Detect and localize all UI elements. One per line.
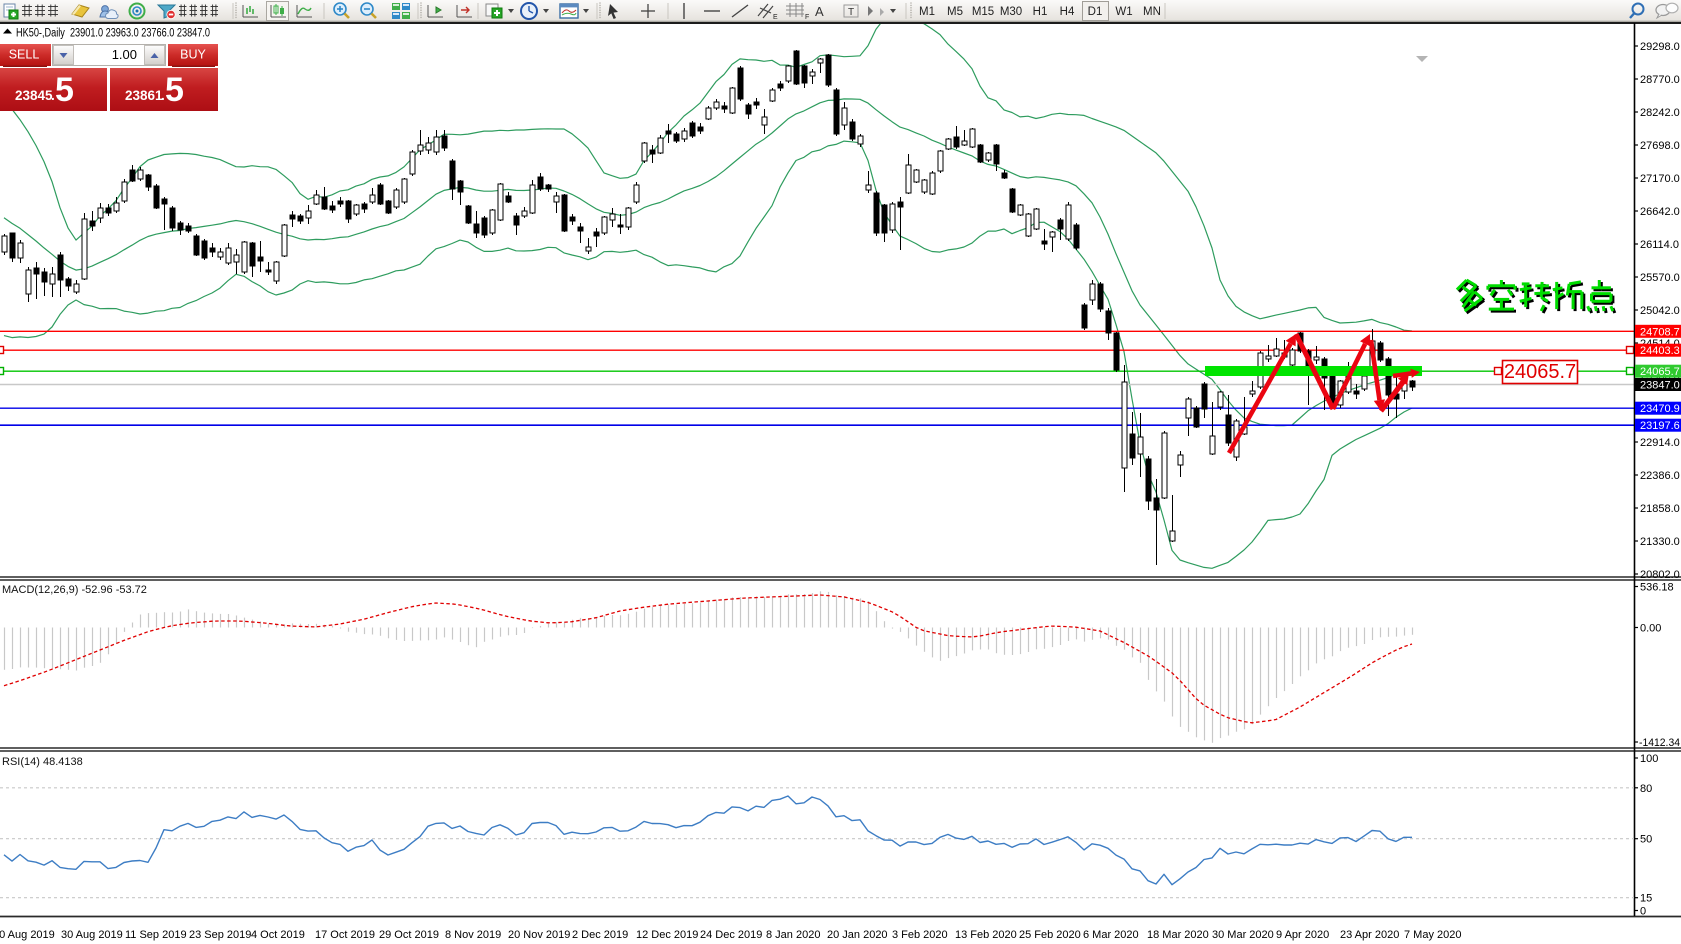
svg-text:80: 80 bbox=[1640, 783, 1652, 795]
svg-text:A: A bbox=[815, 4, 824, 19]
svg-text:3 Feb 2020: 3 Feb 2020 bbox=[892, 929, 948, 941]
svg-text:E: E bbox=[773, 14, 778, 21]
svg-text:.: . bbox=[51, 88, 55, 103]
svg-text:9 Apr 2020: 9 Apr 2020 bbox=[1276, 929, 1329, 941]
svg-text:24 Dec 2019: 24 Dec 2019 bbox=[700, 929, 762, 941]
svg-text:1.00: 1.00 bbox=[112, 47, 137, 62]
svg-text:8 Jan 2020: 8 Jan 2020 bbox=[766, 929, 820, 941]
svg-text:23470.9: 23470.9 bbox=[1640, 403, 1680, 415]
svg-text:50: 50 bbox=[1640, 834, 1652, 846]
svg-text:23 Apr 2020: 23 Apr 2020 bbox=[1340, 929, 1399, 941]
svg-text:27698.0: 27698.0 bbox=[1640, 140, 1680, 152]
svg-text:23197.6: 23197.6 bbox=[1640, 420, 1680, 432]
svg-text:23861: 23861 bbox=[125, 88, 163, 103]
svg-text:12 Dec 2019: 12 Dec 2019 bbox=[636, 929, 698, 941]
svg-text:2 Dec 2019: 2 Dec 2019 bbox=[572, 929, 628, 941]
svg-text:29 Oct 2019: 29 Oct 2019 bbox=[379, 929, 439, 941]
svg-text:20 Jan 2020: 20 Jan 2020 bbox=[827, 929, 888, 941]
svg-text:M5: M5 bbox=[947, 6, 963, 18]
svg-text:RSI(14) 48.4138: RSI(14) 48.4138 bbox=[2, 756, 83, 768]
svg-text:22914.0: 22914.0 bbox=[1640, 437, 1680, 449]
svg-text:20 Nov 2019: 20 Nov 2019 bbox=[508, 929, 570, 941]
svg-text:5: 5 bbox=[165, 71, 184, 109]
svg-text:20802.0: 20802.0 bbox=[1640, 569, 1680, 581]
svg-text:23 Sep 2019: 23 Sep 2019 bbox=[189, 929, 251, 941]
svg-text:24708.7: 24708.7 bbox=[1640, 326, 1680, 338]
svg-text:22386.0: 22386.0 bbox=[1640, 470, 1680, 482]
svg-text:23845: 23845 bbox=[15, 88, 53, 103]
svg-text:SELL: SELL bbox=[9, 48, 40, 62]
svg-text:24065.7: 24065.7 bbox=[1640, 366, 1680, 378]
svg-text:8 Nov 2019: 8 Nov 2019 bbox=[445, 929, 501, 941]
svg-text:H4: H4 bbox=[1060, 6, 1075, 18]
svg-text:21858.0: 21858.0 bbox=[1640, 503, 1680, 515]
svg-text:15: 15 bbox=[1640, 893, 1652, 905]
svg-text:30 Mar 2020: 30 Mar 2020 bbox=[1212, 929, 1274, 941]
svg-text:HK50-,Daily 23901.0 23963.0 2: HK50-,Daily 23901.0 23963.0 23766.0 2384… bbox=[16, 28, 210, 40]
svg-text:18 Mar 2020: 18 Mar 2020 bbox=[1147, 929, 1209, 941]
svg-text:30 Aug 2019: 30 Aug 2019 bbox=[61, 929, 123, 941]
svg-text:T: T bbox=[848, 7, 854, 18]
svg-text:26642.0: 26642.0 bbox=[1640, 206, 1680, 218]
svg-text:25042.0: 25042.0 bbox=[1640, 305, 1680, 317]
svg-text:M15: M15 bbox=[972, 6, 994, 18]
svg-text:11 Sep 2019: 11 Sep 2019 bbox=[125, 929, 187, 941]
svg-text:D1: D1 bbox=[1088, 6, 1103, 18]
svg-text:M1: M1 bbox=[919, 6, 935, 18]
svg-text:21330.0: 21330.0 bbox=[1640, 536, 1680, 548]
svg-text:23847.0: 23847.0 bbox=[1640, 380, 1680, 392]
svg-text:0.00: 0.00 bbox=[1640, 623, 1661, 635]
svg-text:24065.7: 24065.7 bbox=[1504, 361, 1576, 383]
svg-text:H1: H1 bbox=[1033, 6, 1048, 18]
svg-text:7 May 2020: 7 May 2020 bbox=[1404, 929, 1461, 941]
svg-text:28770.0: 28770.0 bbox=[1640, 74, 1680, 86]
svg-text:-1412.34: -1412.34 bbox=[1639, 737, 1680, 749]
svg-text:W1: W1 bbox=[1115, 6, 1132, 18]
svg-text:MACD(12,26,9) -52.96 -53.72: MACD(12,26,9) -52.96 -53.72 bbox=[2, 584, 147, 596]
svg-text:6 Mar 2020: 6 Mar 2020 bbox=[1083, 929, 1139, 941]
svg-text:F: F bbox=[805, 14, 809, 21]
svg-text:M30: M30 bbox=[1000, 6, 1022, 18]
svg-text:17 Oct 2019: 17 Oct 2019 bbox=[315, 929, 375, 941]
svg-text:25570.0: 25570.0 bbox=[1640, 272, 1680, 284]
svg-text:100: 100 bbox=[1640, 753, 1658, 765]
svg-text:MN: MN bbox=[1143, 6, 1161, 18]
svg-text:25 Feb 2020: 25 Feb 2020 bbox=[1019, 929, 1081, 941]
svg-text:20 Aug 2019: 20 Aug 2019 bbox=[0, 929, 55, 941]
svg-text:5: 5 bbox=[55, 71, 74, 109]
svg-text:28242.0: 28242.0 bbox=[1640, 107, 1680, 119]
svg-text:.: . bbox=[161, 88, 165, 103]
svg-text:24403.3: 24403.3 bbox=[1640, 345, 1680, 357]
svg-text:4 Oct 2019: 4 Oct 2019 bbox=[251, 929, 305, 941]
svg-text:13 Feb 2020: 13 Feb 2020 bbox=[955, 929, 1017, 941]
svg-text:BUY: BUY bbox=[180, 48, 206, 62]
svg-text:0: 0 bbox=[1640, 906, 1646, 918]
svg-text:26114.0: 26114.0 bbox=[1640, 239, 1679, 251]
svg-text:27170.0: 27170.0 bbox=[1640, 173, 1680, 185]
svg-text:536.18: 536.18 bbox=[1640, 582, 1674, 594]
svg-text:29298.0: 29298.0 bbox=[1640, 41, 1680, 53]
